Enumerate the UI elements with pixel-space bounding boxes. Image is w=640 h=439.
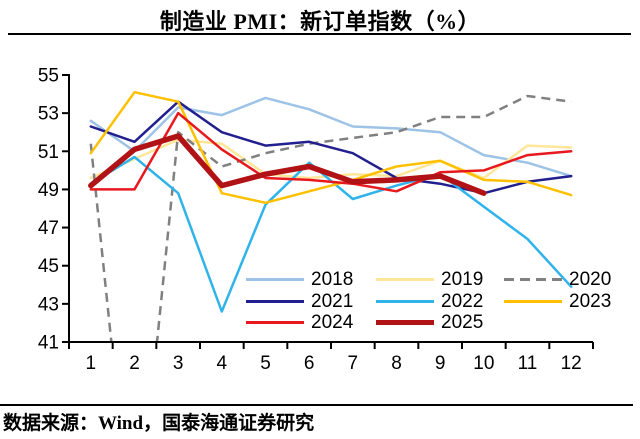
y-tick-label: 47	[38, 218, 59, 239]
y-tick-label: 51	[38, 142, 59, 163]
x-tick-label: 12	[561, 353, 582, 374]
x-tick-label: 8	[391, 353, 402, 374]
x-tick-label: 1	[86, 353, 97, 374]
legend-label-2021: 2021	[311, 291, 354, 312]
legend-item-2021: 2021	[246, 292, 353, 311]
legend-label-2023: 2023	[569, 291, 612, 312]
legend-item-2020: 2020	[504, 270, 611, 289]
x-tick-label: 3	[173, 353, 184, 374]
x-tick-label: 11	[518, 353, 538, 374]
chart-title: 制造业 PMI：新订单指数（%）	[159, 9, 481, 34]
series-lines	[88, 90, 573, 342]
legend-swatch-2022	[376, 300, 434, 303]
legend-swatch-2020	[504, 278, 562, 281]
legend-label-2019: 2019	[441, 269, 484, 290]
x-tick-label: 5	[260, 353, 271, 374]
legend-swatch-2024	[246, 321, 304, 324]
x-tick-label: 2	[129, 353, 140, 374]
legend-swatch-2021	[246, 300, 304, 303]
title-underline	[8, 33, 631, 35]
y-tick-label: 41	[38, 333, 59, 354]
legend-label-2022: 2022	[441, 291, 484, 312]
series-line-2025	[88, 133, 487, 196]
y-tick-label: 53	[38, 104, 59, 125]
y-tick-label: 45	[38, 256, 59, 277]
x-tick-label: 7	[348, 353, 359, 374]
x-tick-label: 10	[473, 353, 494, 374]
legend-item-2019: 2019	[376, 270, 483, 289]
legend-label-2025: 2025	[441, 312, 484, 333]
axes	[62, 74, 594, 349]
x-tick-label: 9	[435, 353, 446, 374]
series-line-2018	[89, 96, 573, 178]
legend-item-2018: 2018	[246, 270, 353, 289]
x-tick-label: 4	[217, 353, 228, 374]
series-line-2021	[89, 100, 573, 195]
footer-rule	[0, 404, 633, 406]
series-line-2020	[89, 94, 572, 342]
legend-swatch-2025	[376, 319, 434, 326]
legend-item-2024: 2024	[246, 313, 353, 332]
legend-swatch-2019	[376, 278, 434, 281]
data-source-note: 数据来源：Wind，国泰海通证券研究	[3, 413, 315, 434]
legend-label-2024: 2024	[311, 312, 354, 333]
y-tick-label: 49	[38, 180, 59, 201]
legend-swatch-2018	[246, 278, 304, 281]
x-tick-label: 6	[304, 353, 315, 374]
legend-swatch-2023	[504, 300, 562, 303]
legend-item-2023: 2023	[504, 292, 611, 311]
legend-item-2025: 2025	[376, 313, 483, 332]
y-tick-label: 55	[38, 66, 59, 87]
y-tick-label: 43	[38, 294, 59, 315]
series-line-2024	[89, 111, 573, 193]
legend-item-2022: 2022	[376, 292, 483, 311]
legend-label-2018: 2018	[311, 269, 354, 290]
series-line-2023	[89, 90, 573, 205]
legend-label-2020: 2020	[569, 269, 612, 290]
